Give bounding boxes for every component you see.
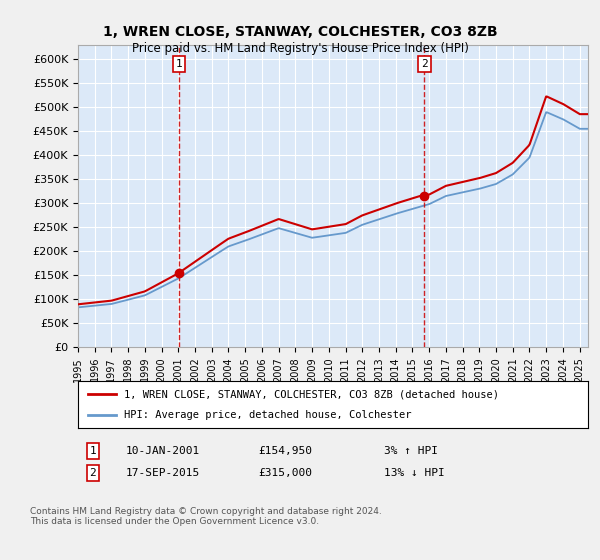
Text: 1, WREN CLOSE, STANWAY, COLCHESTER, CO3 8ZB: 1, WREN CLOSE, STANWAY, COLCHESTER, CO3 … xyxy=(103,25,497,39)
Text: 13% ↓ HPI: 13% ↓ HPI xyxy=(384,468,445,478)
Text: 1, WREN CLOSE, STANWAY, COLCHESTER, CO3 8ZB (detached house): 1, WREN CLOSE, STANWAY, COLCHESTER, CO3 … xyxy=(124,389,499,399)
Text: 1: 1 xyxy=(176,59,182,69)
Text: £154,950: £154,950 xyxy=(258,446,312,456)
Text: Price paid vs. HM Land Registry's House Price Index (HPI): Price paid vs. HM Land Registry's House … xyxy=(131,42,469,55)
Text: 3% ↑ HPI: 3% ↑ HPI xyxy=(384,446,438,456)
Text: Contains HM Land Registry data © Crown copyright and database right 2024.
This d: Contains HM Land Registry data © Crown c… xyxy=(30,507,382,526)
Text: HPI: Average price, detached house, Colchester: HPI: Average price, detached house, Colc… xyxy=(124,410,412,420)
Text: 17-SEP-2015: 17-SEP-2015 xyxy=(126,468,200,478)
Text: £315,000: £315,000 xyxy=(258,468,312,478)
Text: 2: 2 xyxy=(421,59,428,69)
Text: 1: 1 xyxy=(89,446,97,456)
Text: 2: 2 xyxy=(89,468,97,478)
Text: 10-JAN-2001: 10-JAN-2001 xyxy=(126,446,200,456)
